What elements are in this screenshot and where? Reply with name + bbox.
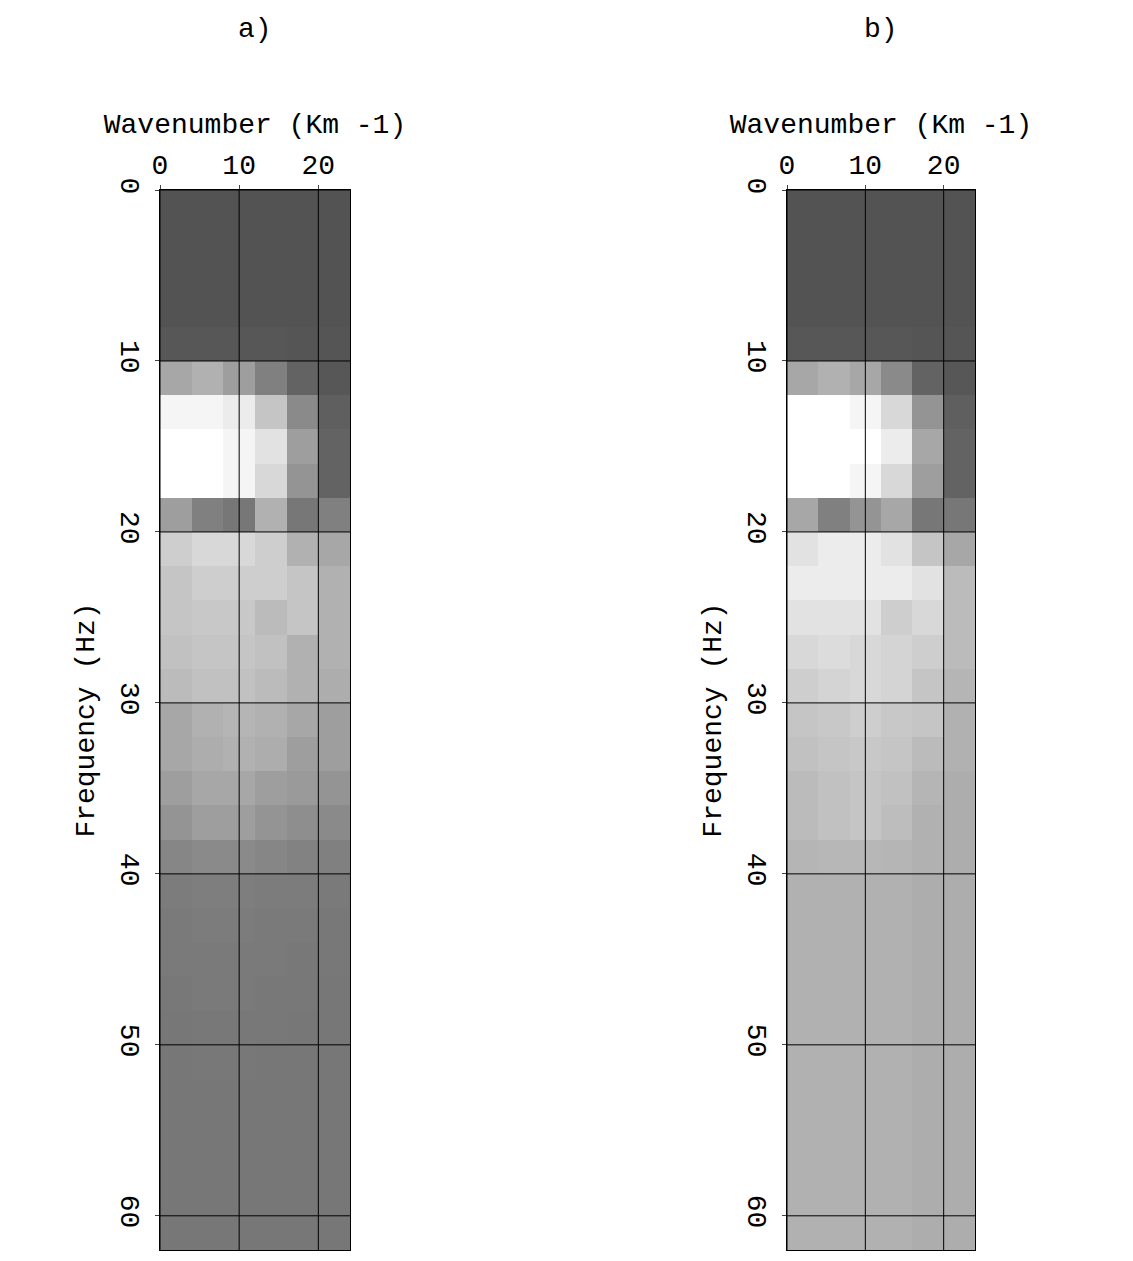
svg-text:40: 40: [740, 853, 771, 887]
svg-text:0: 0: [113, 177, 144, 194]
svg-text:10: 10: [849, 151, 883, 182]
svg-text:0: 0: [740, 177, 771, 194]
svg-text:60: 60: [113, 1195, 144, 1229]
svg-text:50: 50: [113, 1024, 144, 1058]
svg-text:10: 10: [222, 151, 256, 182]
svg-text:Wavenumber (Km -1): Wavenumber (Km -1): [104, 110, 406, 141]
svg-text:20: 20: [113, 511, 144, 545]
svg-text:0: 0: [152, 151, 169, 182]
svg-text:10: 10: [113, 340, 144, 374]
svg-text:50: 50: [740, 1024, 771, 1058]
svg-text:Wavenumber (Km -1): Wavenumber (Km -1): [730, 110, 1032, 141]
svg-text:Frequency (Hz): Frequency (Hz): [71, 602, 102, 837]
svg-text:60: 60: [740, 1195, 771, 1229]
svg-text:0: 0: [779, 151, 796, 182]
svg-text:Frequency (Hz): Frequency (Hz): [698, 602, 729, 837]
svg-text:20: 20: [302, 151, 336, 182]
svg-text:20: 20: [740, 511, 771, 545]
svg-text:a): a): [238, 14, 272, 45]
svg-text:20: 20: [927, 151, 961, 182]
svg-text:10: 10: [740, 340, 771, 374]
svg-text:30: 30: [113, 682, 144, 716]
svg-text:40: 40: [113, 853, 144, 887]
svg-text:30: 30: [740, 682, 771, 716]
svg-text:b): b): [864, 14, 898, 45]
